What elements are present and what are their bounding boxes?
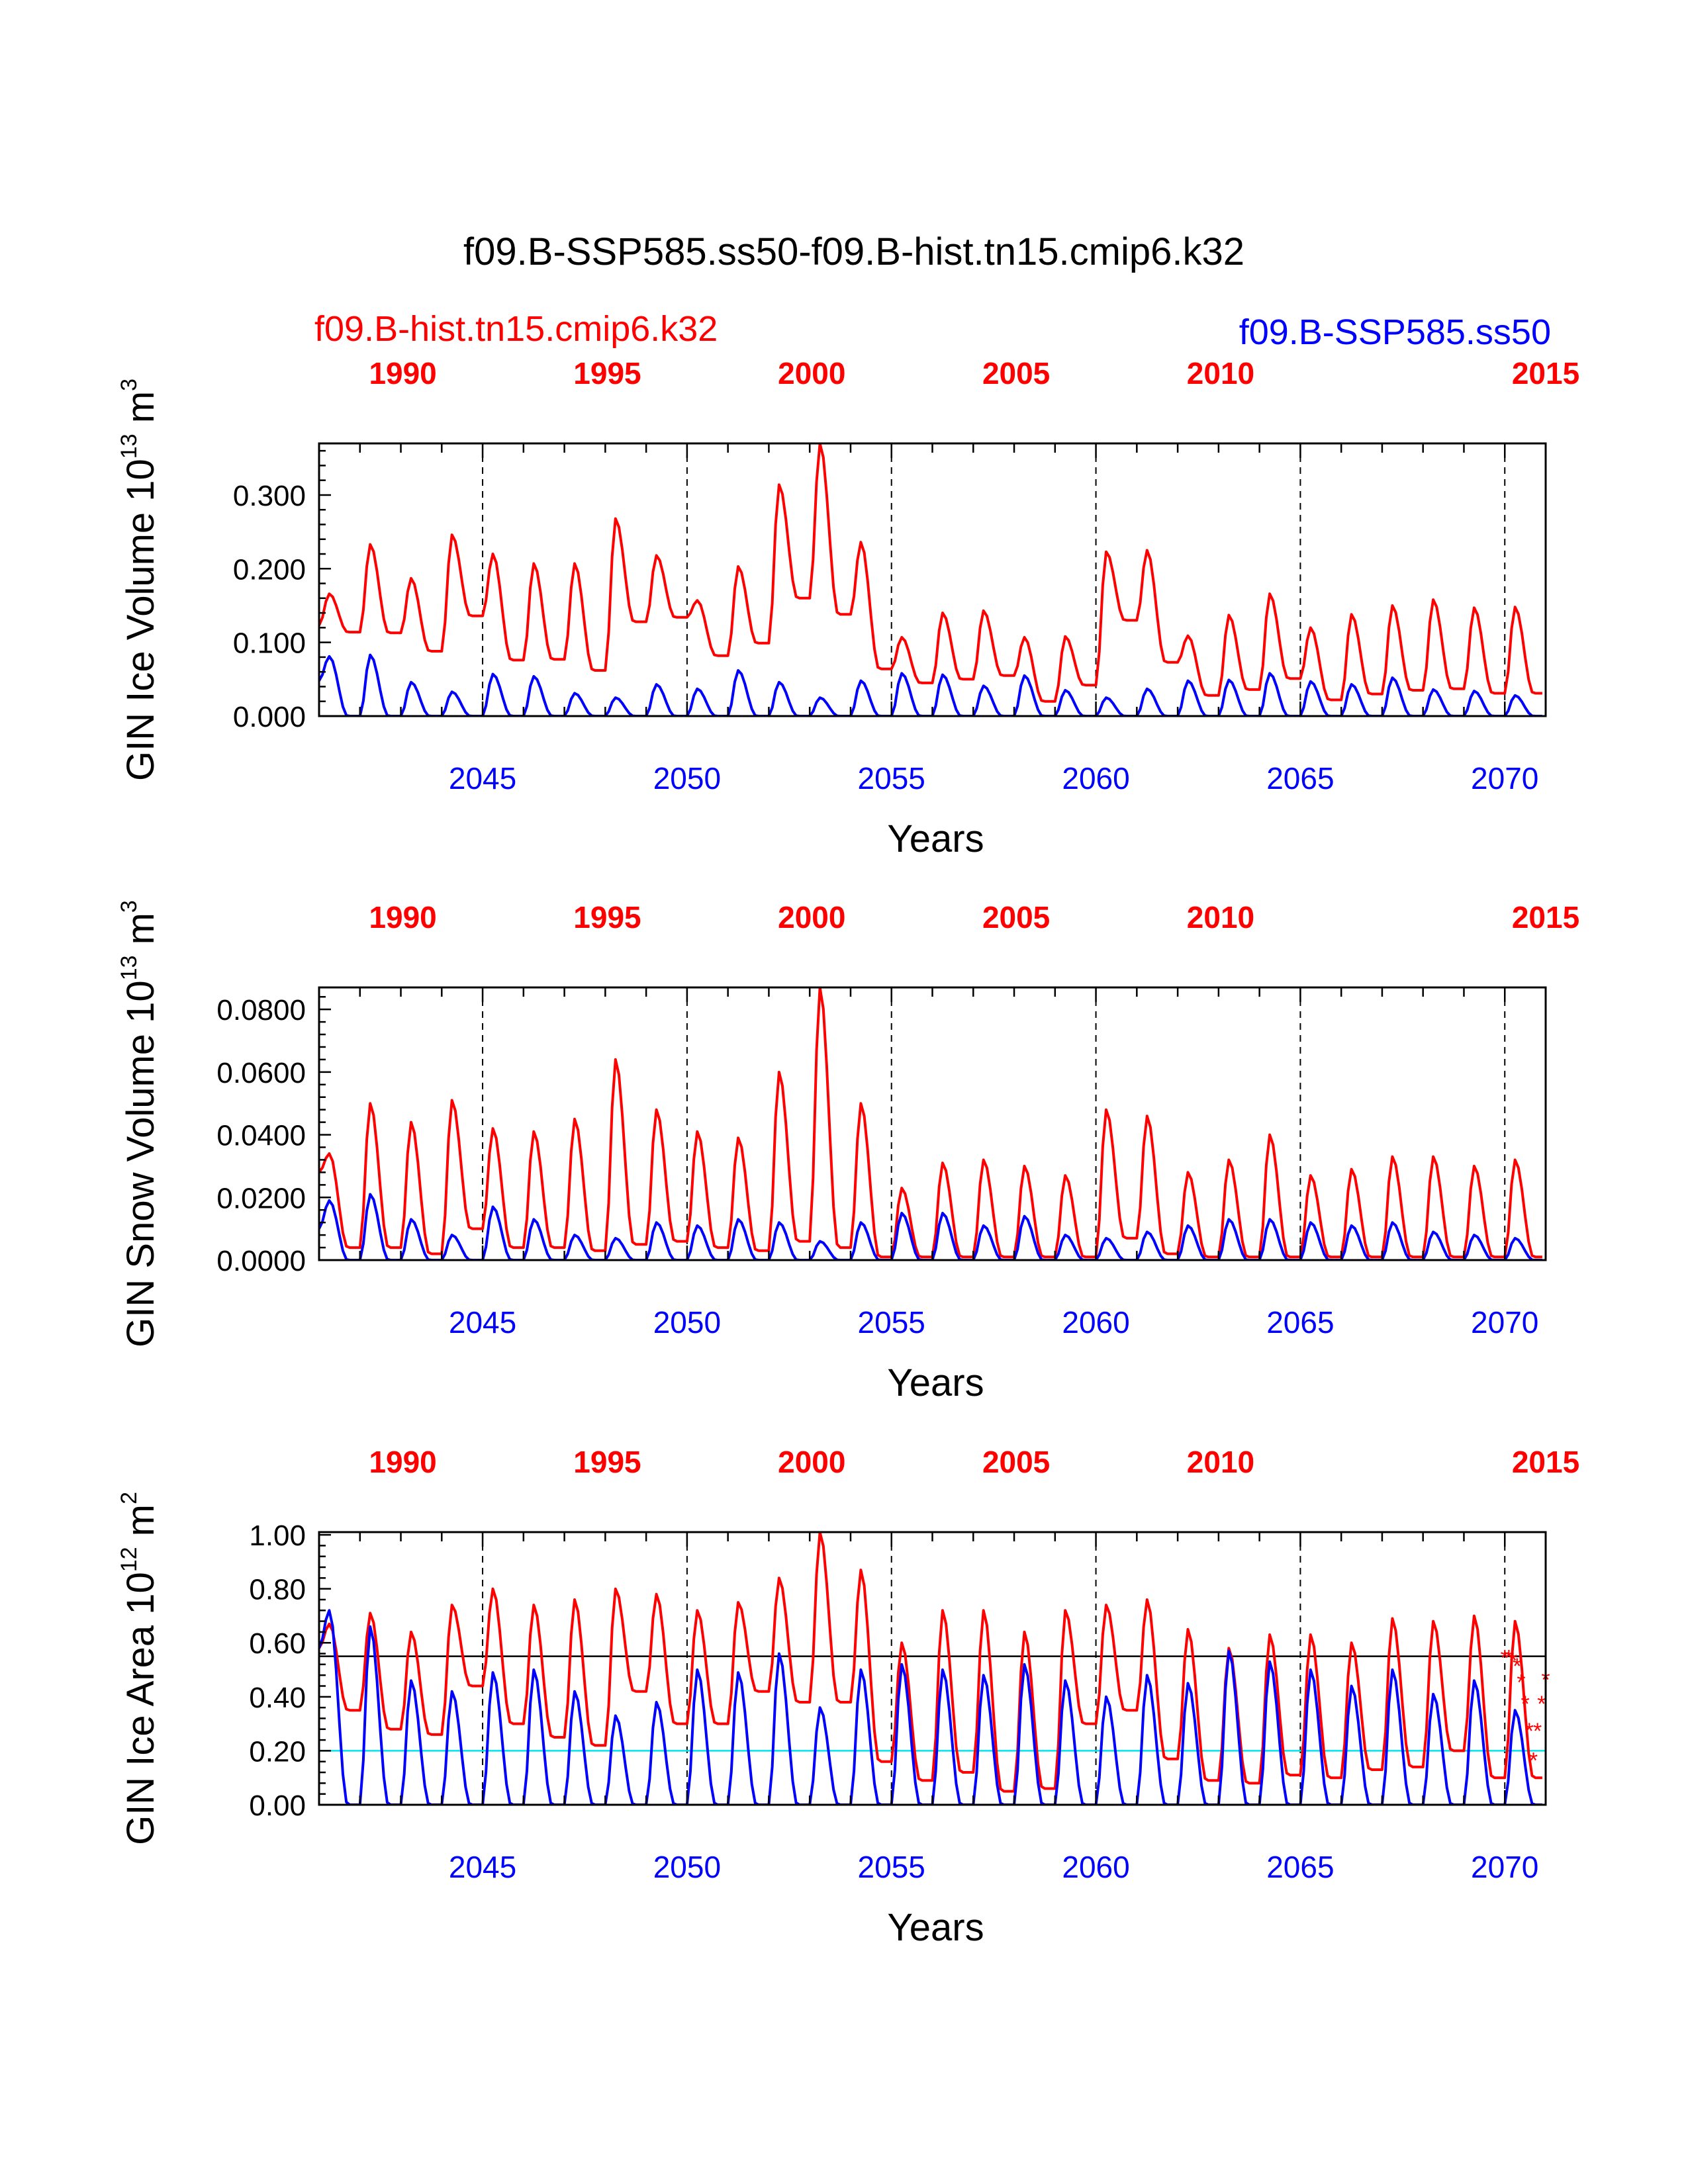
x-bottom-tick-label: 2050 <box>653 1305 721 1340</box>
hist-series-line <box>319 987 1542 1259</box>
star-marker: * <box>1505 1646 1513 1671</box>
x-bottom-tick-label: 2070 <box>1471 1850 1538 1884</box>
y-axis-label-unit-exponent: 3 <box>117 900 142 913</box>
y-tick-label: 0.0000 <box>216 1245 306 1277</box>
x-top-tick-label: 1995 <box>573 1445 641 1479</box>
hist-series-line <box>319 1532 1542 1793</box>
x-bottom-tick-label: 2045 <box>449 1850 516 1884</box>
x-bottom-tick-label: 2055 <box>858 1305 925 1340</box>
x-bottom-tick-label: 2050 <box>653 761 721 796</box>
x-axis-label: Years <box>887 1906 984 1949</box>
legend-left-case: f09.B-hist.tn15.cmip6.k32 <box>314 309 718 349</box>
x-bottom-tick-label: 2065 <box>1266 761 1334 796</box>
x-top-tick-label: 1990 <box>369 356 436 390</box>
y-axis-label-text: GIN Snow Volume 10 <box>119 980 162 1347</box>
chart-panel-1: 0.000 0.100 0.200 0.300 2045 2050 2055 2060 2065… <box>117 356 1579 860</box>
y-tick-label: 0.20 <box>249 1735 306 1768</box>
y-axis-label-unit-exponent: 2 <box>117 1492 142 1504</box>
star-marker: * <box>1517 1670 1525 1695</box>
legend-right-case: f09.B-SSP585.ss50 <box>1239 312 1551 352</box>
star-marker: * <box>1509 1649 1517 1674</box>
star-marker: * <box>1525 1719 1534 1744</box>
star-marker: * <box>1513 1654 1521 1679</box>
x-top-tick-label: 1995 <box>573 356 641 390</box>
y-tick-label: 0.0800 <box>216 994 306 1026</box>
x-top-tick-label: 2010 <box>1187 356 1254 390</box>
x-top-tick-label: 2010 <box>1187 1445 1254 1479</box>
y-axis-label-exponent: 13 <box>117 433 142 459</box>
x-top-tick-label: 2000 <box>778 1445 845 1479</box>
x-top-tick-label: 2005 <box>982 900 1050 934</box>
x-top-tick-label: 2015 <box>1512 1445 1579 1479</box>
x-top-tick-label: 2015 <box>1512 900 1579 934</box>
star-marker: * <box>1521 1692 1529 1717</box>
star-marker: * <box>1537 1692 1546 1717</box>
y-axis-label-unit: m <box>119 913 162 955</box>
y-tick-label: 0.40 <box>249 1682 306 1714</box>
x-bottom-tick-label: 2060 <box>1062 761 1129 796</box>
chart-panels: 0.000 0.100 0.200 0.300 2045 2050 2055 2060 2065… <box>117 356 1579 1949</box>
x-bottom-tick-label: 2045 <box>449 761 516 796</box>
x-top-tick-label: 1990 <box>369 1445 436 1479</box>
x-top-tick-label: 2005 <box>982 1445 1050 1479</box>
y-axis-label-unit: m <box>119 1504 162 1547</box>
x-bottom-tick-label: 2070 <box>1471 761 1538 796</box>
star-marker: * <box>1533 1719 1542 1744</box>
x-bottom-tick-label: 2060 <box>1062 1850 1129 1884</box>
y-tick-label: 0.200 <box>233 553 306 586</box>
x-top-tick-label: 1995 <box>573 900 641 934</box>
y-tick-label: 0.0400 <box>216 1120 306 1152</box>
y-axis-label: GIN Snow Volume 1013 m3 <box>117 900 162 1347</box>
x-bottom-tick-label: 2060 <box>1062 1305 1129 1340</box>
y-axis-label: GIN Ice Area 1012 m2 <box>117 1492 162 1845</box>
x-bottom-tick-label: 2045 <box>449 1305 516 1340</box>
y-tick-label: 0.60 <box>249 1627 306 1660</box>
y-tick-label: 0.0600 <box>216 1057 306 1089</box>
x-axis-label: Years <box>887 817 984 860</box>
y-tick-label: 0.300 <box>233 480 306 512</box>
x-top-tick-label: 1990 <box>369 900 436 934</box>
x-top-tick-label: 2015 <box>1512 356 1579 390</box>
x-axis-label: Years <box>887 1361 984 1404</box>
x-top-tick-label: 2000 <box>778 356 845 390</box>
y-axis-label-exponent: 13 <box>117 956 142 981</box>
star-marker: * <box>1529 1749 1538 1774</box>
x-bottom-tick-label: 2055 <box>858 761 925 796</box>
y-axis-label-text: GIN Ice Volume 10 <box>119 459 162 781</box>
hist-series-line <box>319 443 1542 703</box>
x-bottom-tick-label: 2055 <box>858 1850 925 1884</box>
y-tick-label: 1.00 <box>249 1520 306 1552</box>
y-tick-label: 0.000 <box>233 701 306 733</box>
y-axis-label-unit-exponent: 3 <box>117 379 142 391</box>
y-tick-label: 0.80 <box>249 1574 306 1606</box>
x-bottom-tick-label: 2065 <box>1266 1305 1334 1340</box>
y-tick-label: 0.00 <box>249 1790 306 1822</box>
x-bottom-tick-label: 2065 <box>1266 1850 1334 1884</box>
y-axis-label-exponent: 12 <box>117 1547 142 1572</box>
x-top-tick-label: 2000 <box>778 900 845 934</box>
y-tick-label: 0.100 <box>233 627 306 660</box>
figure-title: f09.B-SSP585.ss50-f09.B-hist.tn15.cmip6.… <box>463 230 1244 273</box>
y-axis-label: GIN Ice Volume 1013 m3 <box>117 379 162 781</box>
x-bottom-tick-label: 2070 <box>1471 1305 1538 1340</box>
y-tick-label: 0.0200 <box>216 1182 306 1214</box>
y-axis-label-text: GIN Ice Area 10 <box>119 1572 162 1845</box>
x-top-tick-label: 2005 <box>982 356 1050 390</box>
chart-panel-2: 0.0000 0.0200 0.0400 0.0600 0.0800 2045 2050 20… <box>117 900 1579 1404</box>
star-marker: * <box>1501 1646 1509 1671</box>
x-bottom-tick-label: 2050 <box>653 1850 721 1884</box>
y-axis-label-unit: m <box>119 391 162 433</box>
x-top-tick-label: 2010 <box>1187 900 1254 934</box>
